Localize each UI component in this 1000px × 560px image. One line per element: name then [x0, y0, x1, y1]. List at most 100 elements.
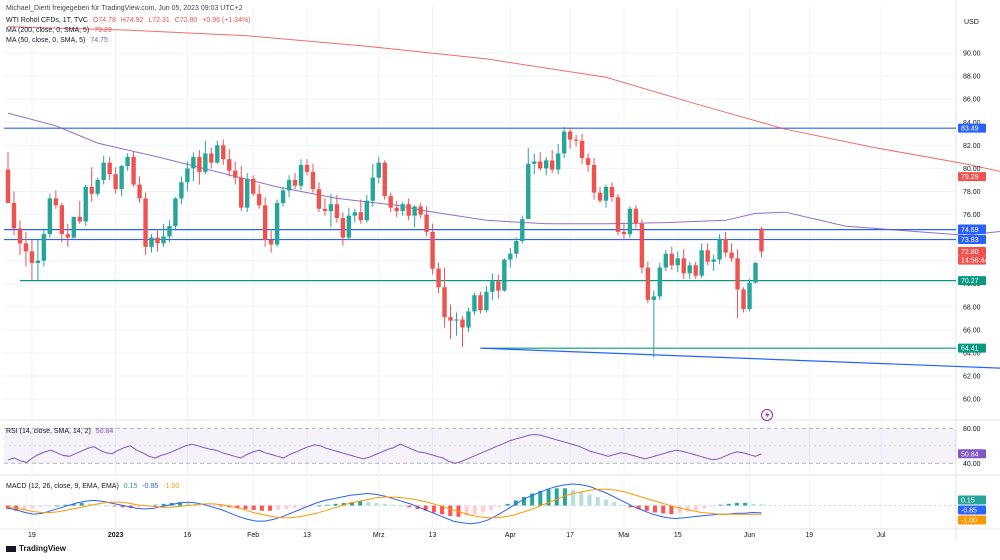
candle-body: [687, 265, 692, 274]
macd-histogram-bar: [693, 505, 698, 510]
y-tick-label: 80.00: [963, 166, 981, 173]
candle-body: [705, 250, 710, 262]
candle-body: [549, 160, 555, 170]
ma200-legend[interactable]: MA (200, close, 0, SMA, 5) 79.29: [6, 26, 115, 35]
candle-body: [65, 234, 70, 238]
symbol-legend[interactable]: WTI Rohöl CFDs, 1T, TVC O74.78 H74.92 L7…: [6, 16, 254, 25]
candle-body: [496, 281, 501, 291]
candle-body: [585, 158, 591, 165]
macd-histogram-bar: [489, 505, 494, 510]
rsi-tick-label: 40.00: [963, 461, 981, 468]
candle-body: [137, 184, 142, 199]
macd-histogram-bar: [96, 504, 101, 506]
macd-histogram-bar: [390, 504, 395, 506]
candle-body: [209, 153, 214, 163]
candle-body: [328, 204, 334, 212]
macd-histogram-bar: [284, 505, 289, 510]
macd-histogram-bar: [677, 505, 682, 514]
rsi-legend[interactable]: RSI (14, close, SMA, 14, 2) 50.84: [6, 427, 116, 436]
macd-histogram-bar: [399, 505, 404, 507]
price-badge-text: 79.29: [961, 174, 979, 181]
price-badge-text: 14:56:44: [961, 258, 988, 265]
candle-body: [460, 319, 465, 328]
y-tick-label: 60.00: [963, 397, 981, 404]
candle-body: [322, 208, 328, 212]
candle-body: [191, 156, 196, 169]
candle-body: [532, 161, 537, 164]
macd-badge-text: 0.15: [961, 498, 975, 505]
price-badge-text: 72.80: [961, 249, 979, 256]
candle-body: [382, 162, 387, 197]
price-candles: [5, 126, 764, 358]
macd-histogram-bar: [538, 490, 543, 506]
macd-histogram-bar: [235, 505, 240, 509]
candle-body: [376, 162, 381, 178]
candle-body: [107, 162, 112, 175]
x-tick-label: Apr: [505, 532, 517, 539]
candle-body: [95, 179, 100, 194]
candle-body: [185, 168, 190, 183]
x-tick-label: 16: [184, 532, 192, 539]
candle-body: [621, 231, 627, 235]
macd-histogram-bar: [30, 505, 35, 509]
candle-body: [370, 177, 375, 201]
candle-body: [436, 268, 441, 288]
candle-body: [729, 252, 734, 259]
currency-label: USD: [964, 19, 979, 26]
candle-body: [442, 287, 447, 318]
macd-histogram-bar: [268, 505, 273, 511]
candle-body: [233, 170, 238, 178]
ohlc-high: H74.92: [120, 17, 144, 24]
macd-histogram-bar: [366, 502, 371, 506]
candle-body: [101, 162, 106, 180]
candle-body: [364, 200, 369, 221]
ma50-label: MA (50, close, 0, SMA, 5): [6, 37, 86, 44]
candle-body: [113, 174, 118, 190]
lightning-icon[interactable]: [761, 409, 773, 421]
candle-body: [41, 234, 47, 261]
macd-badge-text: -0.85: [961, 508, 977, 515]
ohlc-change: +0.96 (+1.34%): [202, 17, 251, 24]
price-badge-text: 64.41: [961, 346, 979, 353]
macd-histogram-bar: [661, 505, 666, 514]
candle-body: [579, 140, 585, 159]
macd-legend[interactable]: MACD (12, 26, close, 9, EMA, EMA) 0.15 -…: [6, 482, 182, 491]
candle-body: [89, 186, 94, 194]
macd-histogram-bar: [431, 505, 436, 513]
price-badge-text: 70.27: [961, 278, 979, 285]
macd-histogram-bar: [71, 503, 76, 506]
tradingview-logo[interactable]: TradingView: [6, 544, 66, 553]
price-badge-text: 74.69: [961, 227, 979, 234]
macd-histogram-bar: [63, 504, 68, 506]
candle-body: [394, 207, 399, 212]
candle-body: [352, 212, 358, 216]
candle-body: [627, 208, 633, 235]
macd-histogram-bar: [38, 505, 43, 508]
x-tick-label: 17: [566, 532, 574, 539]
rsi-tick-label: 80.00: [963, 426, 981, 433]
candle-body: [71, 216, 76, 238]
candle-body: [723, 238, 728, 253]
brand-label: TradingView: [19, 544, 66, 553]
candle-body: [173, 198, 178, 227]
macd-histogram-bar: [448, 505, 453, 516]
candle-body: [544, 160, 549, 169]
macd-histogram-bar: [579, 491, 584, 506]
x-tick-label: 13: [303, 532, 311, 539]
y-tick-label: 84.00: [963, 120, 981, 127]
ohlc-open: O74.78: [92, 17, 116, 24]
candle-body: [292, 179, 298, 186]
macd-label: MACD (12, 26, close, 9, EMA, EMA): [6, 483, 119, 490]
ma50-legend[interactable]: MA (50, close, 0, SMA, 5) 74.75: [6, 36, 111, 45]
rsi-value: 50.84: [95, 428, 114, 435]
macd-histogram-bar: [292, 505, 297, 509]
macd-histogram-bar: [620, 504, 625, 506]
macd-histogram-bar: [87, 503, 92, 506]
macd-signal-value: -1.00: [163, 483, 180, 490]
candle-body: [388, 196, 393, 208]
ma50-value: 74.75: [90, 37, 108, 44]
candle-body: [406, 204, 411, 216]
candle-body: [131, 156, 136, 185]
x-tick-label: 19: [805, 532, 813, 539]
